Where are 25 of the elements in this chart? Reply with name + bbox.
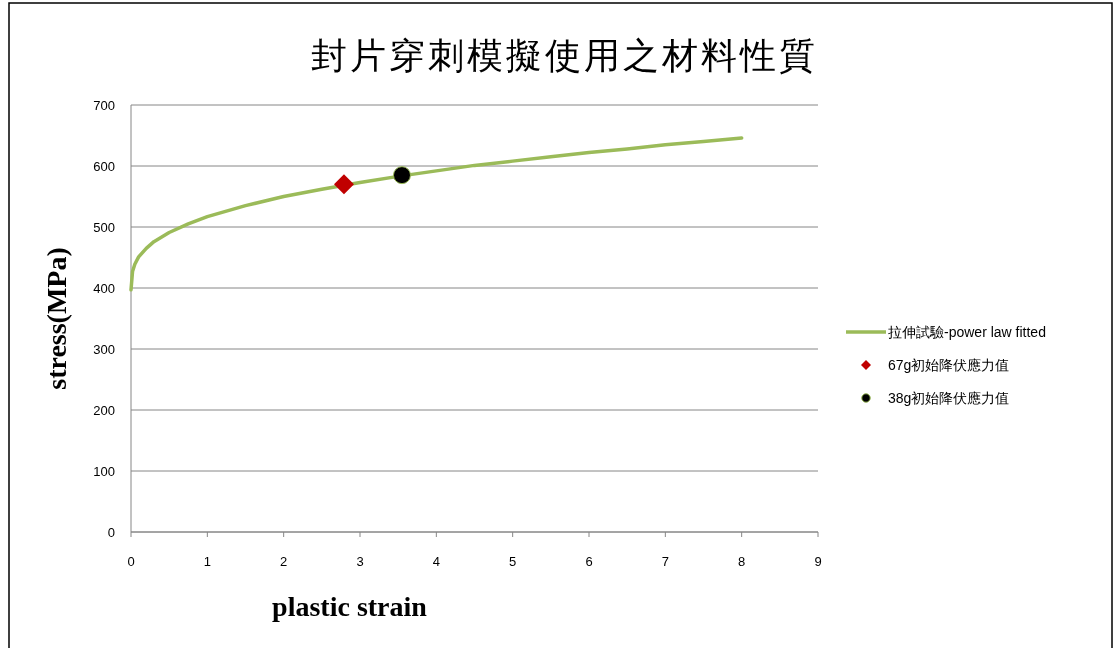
x-tick-label: 9	[814, 554, 822, 569]
x-tick-label: 8	[738, 554, 746, 569]
legend-label: 38g初始降伏應力值	[888, 390, 1010, 406]
legend-label: 67g初始降伏應力值	[888, 357, 1010, 373]
y-axis-title: stress(MPa)	[41, 247, 72, 390]
x-tick-label: 3	[356, 554, 364, 569]
y-tick-label: 100	[93, 463, 115, 479]
y-tick-label: 0	[107, 524, 115, 540]
y-tick-label: 300	[93, 341, 115, 357]
x-tick-label: 2	[280, 554, 288, 569]
y-tick-label: 200	[93, 402, 115, 418]
x-tick-label: 4	[432, 554, 440, 569]
x-tick-label: 1	[203, 554, 211, 569]
y-tick-label: 500	[93, 219, 115, 235]
x-tick-label: 6	[585, 554, 593, 569]
x-tick-label: 7	[661, 554, 669, 569]
y-tick-label: 600	[93, 158, 115, 174]
line-series	[129, 136, 744, 292]
x-axis-title: plastic strain	[272, 591, 428, 622]
chart-title: 封片穿刺模擬使用之材料性質	[311, 36, 818, 76]
y-tick-label: 400	[93, 280, 115, 296]
x-tick-label: 5	[509, 554, 517, 569]
legend-label: 拉伸試驗-power law fitted	[888, 324, 1046, 340]
x-tick-label: 0	[127, 554, 135, 569]
y-tick-label: 700	[93, 97, 115, 113]
